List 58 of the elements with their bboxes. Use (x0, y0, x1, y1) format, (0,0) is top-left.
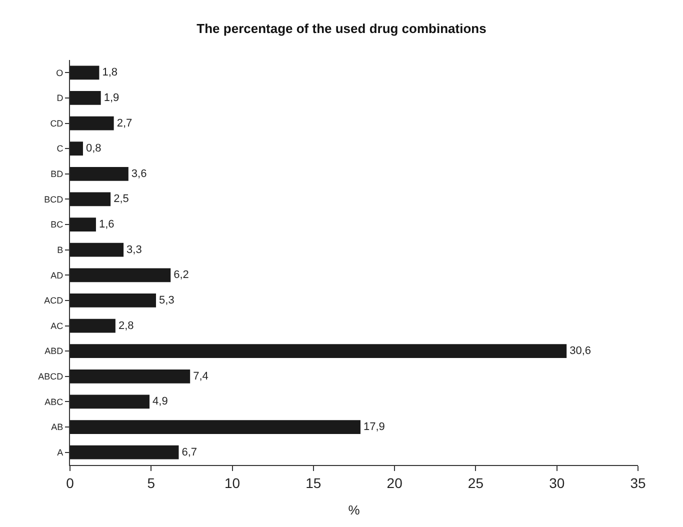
data-label: 1,8 (102, 66, 118, 79)
data-label: 1,9 (104, 92, 120, 104)
data-label: 2,8 (118, 320, 134, 332)
y-tick-label: AD (50, 270, 64, 280)
y-tick-label: BCD (44, 194, 64, 204)
data-label: 2,5 (114, 193, 129, 206)
y-tick-label: ABD (44, 346, 64, 356)
data-label: 6,7 (182, 446, 198, 458)
data-label: 30,6 (570, 345, 592, 358)
data-label: 17,9 (363, 421, 385, 434)
data-label: 4,9 (152, 396, 168, 408)
y-tick-label: BD (50, 169, 64, 180)
x-tick-label: 0 (66, 474, 74, 491)
y-tick-label: A (57, 447, 64, 458)
y-tick-label: CD (50, 118, 64, 128)
bar (70, 218, 96, 232)
bar (70, 268, 171, 282)
chart-title: The percentage of the used drug combinations (196, 20, 486, 36)
y-tick-label: ACD (44, 296, 64, 306)
x-tick-label: 15 (306, 474, 322, 491)
bar (70, 318, 116, 333)
bar (70, 91, 101, 105)
data-label: 3,3 (126, 244, 142, 256)
data-label: 2,7 (116, 117, 132, 130)
y-tick-label: ABC (44, 396, 64, 407)
y-tick-label: AB (51, 422, 64, 432)
bar (70, 369, 190, 384)
data-label: 0,8 (86, 142, 102, 155)
bar (70, 445, 179, 460)
bar (70, 66, 100, 80)
bar (70, 344, 567, 358)
data-label: 1,6 (98, 218, 114, 231)
bar (70, 242, 124, 257)
y-tick-label: C (56, 144, 64, 154)
bar (70, 142, 83, 156)
x-tick-label: 10 (224, 474, 240, 491)
y-tick-label: AC (50, 320, 64, 331)
bar (70, 192, 111, 206)
data-label: 3,6 (131, 168, 147, 180)
bar (70, 420, 360, 434)
y-tick-label: ABCD (38, 372, 64, 382)
y-tick-label: B (57, 244, 64, 255)
bar (70, 294, 156, 308)
data-label: 6,2 (174, 269, 189, 282)
y-tick-label: BC (50, 220, 64, 230)
x-axis-title: % (348, 502, 360, 518)
data-label: 7,4 (193, 370, 208, 382)
y-tick-label: O (56, 68, 64, 78)
data-label: 5,3 (159, 294, 174, 306)
x-tick-label: 35 (630, 474, 646, 491)
x-tick-label: 30 (549, 474, 565, 491)
bar (70, 116, 114, 130)
bar (70, 166, 128, 181)
x-tick-label: 5 (147, 474, 156, 491)
y-tick-label: D (56, 93, 64, 104)
bar (70, 394, 150, 409)
x-tick-label: 20 (386, 474, 403, 491)
x-tick-label: 25 (468, 474, 484, 491)
